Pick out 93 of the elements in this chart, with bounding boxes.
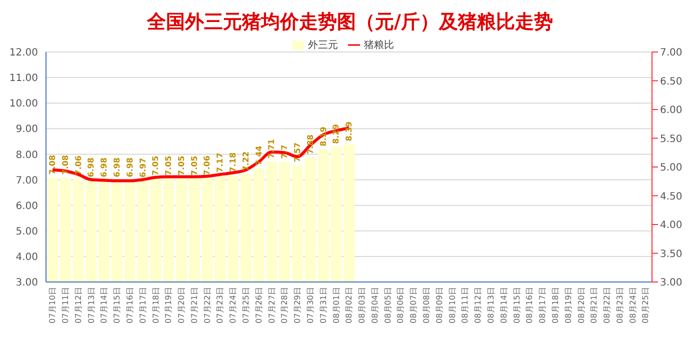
y2-tick-label: 6.50 <box>660 76 682 88</box>
x-tick-label: 07月18日 <box>151 287 160 324</box>
y2-tick-label: 7.00 <box>660 48 682 59</box>
x-tick-label: 07月25日 <box>242 287 251 324</box>
x-tick-label: 07月22日 <box>202 287 212 324</box>
x-tick-label: 08月19日 <box>564 287 573 324</box>
data-label: 6.98 <box>112 157 122 178</box>
y-tick-label: 4.00 <box>16 252 38 263</box>
data-label: 6.98 <box>125 157 134 178</box>
data-label: 8.39 <box>344 121 354 142</box>
x-tick-label: 07月26日 <box>254 287 264 324</box>
x-tick-label: 08月10日 <box>448 287 457 324</box>
x-tick-label: 08月23日 <box>615 287 624 324</box>
y2-tick-label: 3.50 <box>660 248 682 260</box>
y-tick-label: 12.00 <box>9 48 38 59</box>
x-tick-label: 07月12日 <box>74 287 83 324</box>
data-label: 7.71 <box>267 138 276 159</box>
x-tick-label: 08月20日 <box>576 287 586 324</box>
x-tick-label: 08月06日 <box>396 287 406 324</box>
data-label: 7.08 <box>48 154 58 175</box>
y-tick-label: 5.00 <box>16 226 38 238</box>
data-label: 6.97 <box>138 158 148 178</box>
legend-label: 外三元 <box>308 40 338 51</box>
x-tick-label: 07月31日 <box>318 287 328 324</box>
x-tick-label: 07月16日 <box>125 287 134 324</box>
y2-tick-label: 4.50 <box>660 191 682 202</box>
data-label: 7.06 <box>74 155 83 176</box>
data-label: 6.98 <box>86 157 96 178</box>
x-tick-label: 07月13日 <box>86 287 96 324</box>
data-label: 7.05 <box>190 155 199 176</box>
data-label: 7.7 <box>280 144 290 159</box>
x-tick-label: 08月21日 <box>590 287 599 324</box>
y2-tick-label: 6.00 <box>660 105 682 116</box>
x-tick-label: 08月05日 <box>383 287 392 324</box>
y-tick-label: 6.00 <box>16 200 38 212</box>
data-label: 7.08 <box>60 154 70 175</box>
x-tick-label: 08月24日 <box>628 287 638 324</box>
x-tick-label: 08月12日 <box>474 287 483 324</box>
x-tick-label: 08月02日 <box>344 287 354 324</box>
data-label: 7.05 <box>176 155 186 176</box>
x-tick-label: 07月14日 <box>100 287 109 324</box>
y-tick-label: 11.00 <box>9 73 38 84</box>
data-label: 7.57 <box>293 142 302 162</box>
data-label: 7.05 <box>151 155 160 176</box>
y2-tick-label: 3.00 <box>660 278 682 289</box>
x-tick-label: 08月18日 <box>550 287 560 324</box>
x-tick-label: 08月13日 <box>486 287 496 324</box>
y2-tick-label: 4.00 <box>660 220 682 232</box>
y-tick-label: 9.00 <box>16 124 38 136</box>
x-tick-label: 08月01日 <box>332 287 341 324</box>
data-label: 7.88 <box>306 134 315 154</box>
x-tick-label: 08月22日 <box>602 287 612 324</box>
x-tick-label: 08月07日 <box>409 287 418 324</box>
x-tick-label: 08月25日 <box>641 287 650 324</box>
x-tick-label: 07月21日 <box>190 287 199 324</box>
y-tick-label: 3.00 <box>16 278 38 289</box>
data-label: 7.06 <box>202 155 212 176</box>
x-tick-label: 07月19日 <box>164 287 174 324</box>
y2-tick-label: 5.50 <box>660 134 682 145</box>
x-tick-label: 07月15日 <box>112 287 122 324</box>
x-tick-label: 07月30日 <box>306 287 315 324</box>
x-tick-label: 08月15日 <box>512 287 522 324</box>
x-tick-label: 07月28日 <box>280 287 290 324</box>
x-tick-label: 08月11日 <box>460 287 470 324</box>
legend-label: 猪粮比 <box>364 40 394 51</box>
x-tick-label: 08月09日 <box>434 287 444 324</box>
data-label: 7.05 <box>164 155 174 176</box>
y-tick-label: 10.00 <box>9 98 38 110</box>
data-label: 7.22 <box>241 151 250 172</box>
y-tick-label: 7.00 <box>16 175 38 186</box>
data-label: 7.18 <box>228 152 238 172</box>
x-tick-label: 07月10日 <box>48 287 58 324</box>
data-label: 8.29 <box>332 124 341 144</box>
x-tick-label: 08月16日 <box>525 287 534 324</box>
x-tick-label: 07月23日 <box>216 287 225 324</box>
x-tick-label: 08月03日 <box>358 287 367 324</box>
data-label: 6.98 <box>100 157 109 178</box>
data-label: 7.17 <box>216 152 225 172</box>
y-tick-label: 8.00 <box>16 150 38 161</box>
x-tick-label: 07月29日 <box>293 287 302 324</box>
data-label: 7.44 <box>254 145 264 166</box>
x-tick-label: 07月17日 <box>138 287 148 324</box>
x-tick-label: 08月17日 <box>538 287 548 324</box>
x-tick-label: 07月11日 <box>61 287 70 324</box>
chart-title: 全国外三元猪均价走势图（元/斤）及猪粮比走势 <box>146 10 554 35</box>
x-tick-label: 08月14日 <box>499 287 508 324</box>
x-tick-label: 07月27日 <box>267 287 276 324</box>
x-tick-label: 07月20日 <box>177 287 186 324</box>
y2-tick-label: 5.00 <box>660 162 682 174</box>
x-tick-label: 08月04日 <box>370 287 380 324</box>
data-label: 8.19 <box>318 126 328 146</box>
x-tick-label: 07月24日 <box>228 287 238 324</box>
x-tick-label: 08月08日 <box>422 287 432 324</box>
